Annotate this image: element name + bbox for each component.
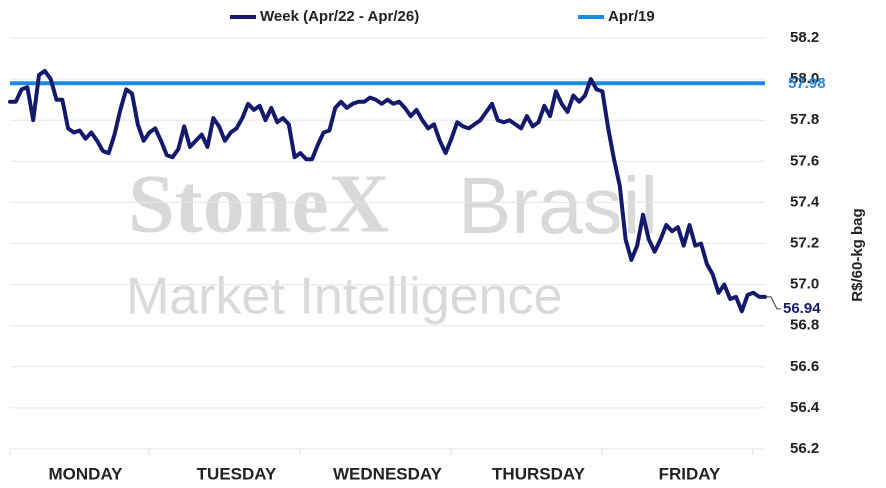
y-tick-label: 57.8 [790, 111, 819, 128]
y-tick-label: 57.4 [790, 193, 820, 210]
value-label: 57.98 [788, 75, 826, 92]
x-tick-label: MONDAY [49, 464, 124, 483]
y-tick-label: 56.8 [790, 317, 819, 334]
y-tick-label: 58.0 [790, 70, 819, 87]
leader-line [765, 296, 781, 310]
y-tick-label: 56.6 [790, 358, 819, 375]
y-tick-label: 56.2 [790, 440, 819, 457]
y-tick-label: 56.4 [790, 399, 820, 416]
watermark: Market Intelligence [126, 268, 562, 326]
y-tick-label: 57.0 [790, 276, 819, 293]
y-tick-label: 57.2 [790, 234, 819, 251]
y-tick-label: 58.2 [790, 29, 819, 46]
y-axis-label: R$/60-kg bag [849, 208, 866, 301]
y-tick-label: 57.6 [790, 152, 819, 169]
legend-label: Apr/19 [608, 8, 655, 25]
x-tick-label: TUESDAY [197, 464, 277, 483]
line-series [8, 68, 767, 314]
x-tick-label: WEDNESDAY [333, 464, 443, 483]
legend-label: Week (Apr/22 - Apr/26) [260, 8, 419, 25]
x-tick-label: THURSDAY [492, 464, 586, 483]
watermark: Brasil [458, 161, 658, 250]
x-tick-label: FRIDAY [659, 464, 721, 483]
value-label: 56.94 [783, 300, 821, 317]
watermark: StoneX [128, 157, 389, 250]
